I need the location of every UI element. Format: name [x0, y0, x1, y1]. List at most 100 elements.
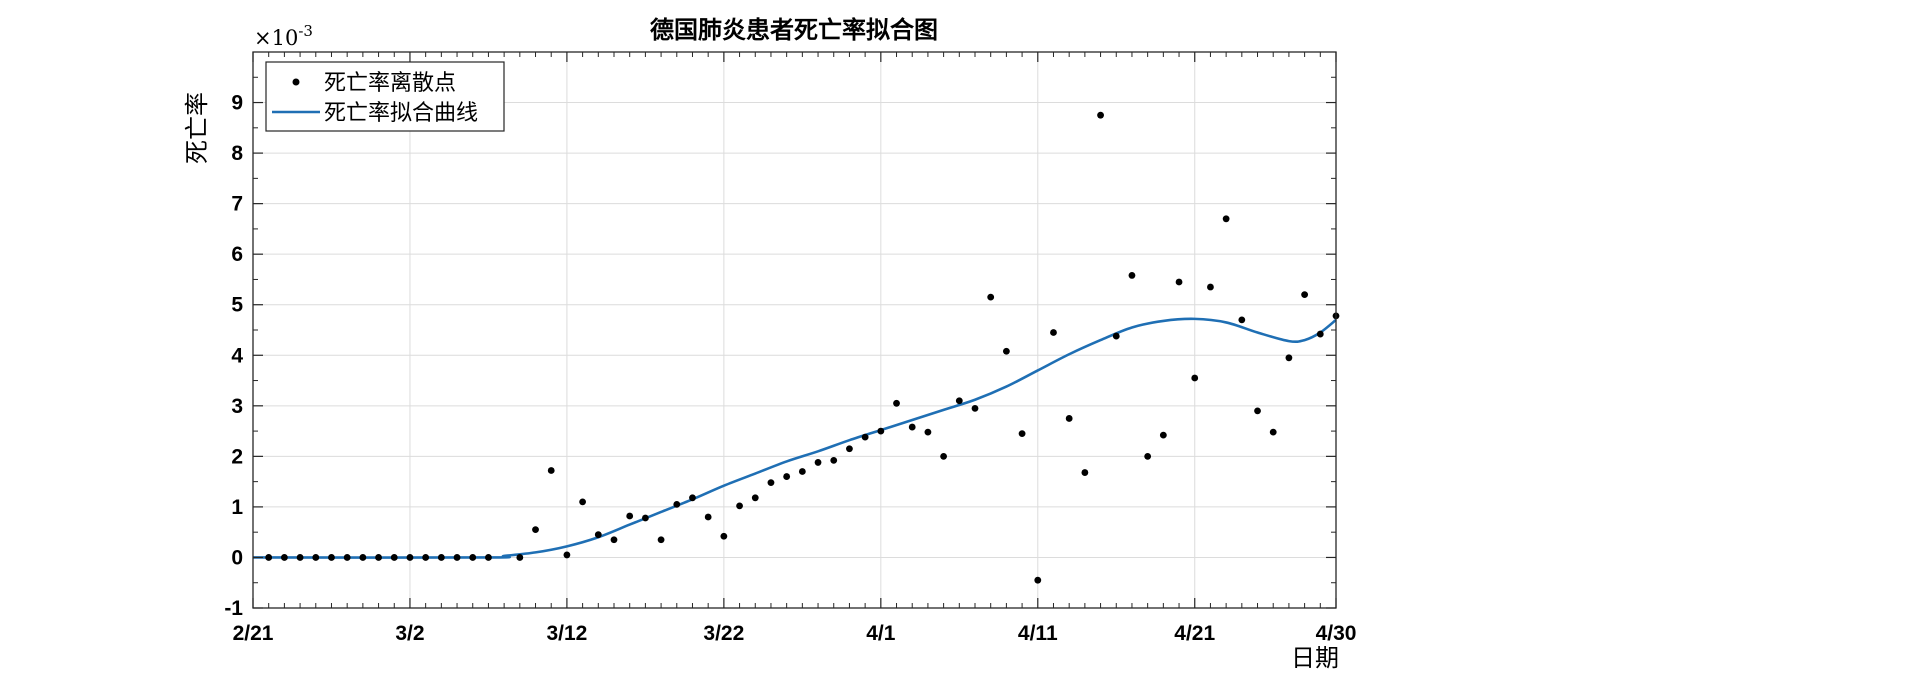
data-point — [814, 459, 822, 466]
data-point — [594, 531, 602, 539]
points-layer — [265, 111, 1340, 584]
data-point — [1002, 347, 1010, 355]
tick-layer — [252, 52, 1337, 609]
data-point — [704, 513, 712, 521]
data-point — [1018, 430, 1026, 438]
x-tick-label: 3/22 — [703, 622, 744, 645]
x-tick-label: 2/21 — [233, 622, 274, 645]
data-point — [877, 427, 885, 435]
x-tick-labels: 2/21 3/2 3/12 3/22 4/1 4/11 4/21 4/30 — [233, 622, 1357, 645]
x-axis-label: 日期 — [1291, 644, 1339, 672]
legend-box — [265, 61, 505, 132]
data-point — [1285, 354, 1293, 362]
data-point — [987, 293, 995, 301]
data-point — [830, 457, 838, 464]
data-point — [1207, 283, 1214, 291]
data-point — [579, 498, 587, 506]
data-point — [1222, 215, 1230, 223]
y-exponent-label: ×10-3 — [254, 22, 313, 50]
data-point — [861, 433, 869, 441]
data-point — [689, 494, 696, 502]
data-point — [532, 526, 539, 534]
x-tick-label: 4/21 — [1174, 622, 1215, 645]
data-point — [563, 551, 571, 559]
y-tick-label: -1 — [224, 597, 243, 620]
data-point — [971, 404, 979, 412]
data-point — [751, 494, 759, 502]
y-tick-label: 6 — [231, 243, 243, 266]
x-tick-label: 4/11 — [1018, 622, 1058, 645]
data-point — [1238, 316, 1246, 324]
y-tick-label: 3 — [231, 395, 243, 418]
y-tick-label: 4 — [231, 344, 243, 367]
data-point — [422, 554, 430, 561]
y-tick-label: 5 — [231, 294, 243, 317]
data-point — [437, 554, 445, 561]
data-point — [1128, 272, 1136, 279]
data-point — [657, 536, 665, 544]
data-point — [1269, 428, 1277, 436]
data-point — [940, 452, 948, 460]
data-point — [846, 445, 853, 453]
data-point — [1175, 278, 1183, 286]
data-point — [798, 468, 806, 475]
data-point — [390, 554, 398, 561]
x-tick-label: 4/1 — [866, 622, 896, 645]
data-point — [1050, 329, 1057, 336]
data-point — [720, 532, 728, 540]
data-point — [1316, 330, 1324, 338]
y-tick-label: 7 — [231, 193, 243, 216]
data-point — [1065, 415, 1073, 422]
data-point — [908, 423, 916, 431]
legend: 死亡率离散点 死亡率拟合曲线 — [265, 61, 505, 132]
data-point — [767, 479, 775, 487]
data-point — [453, 554, 461, 561]
y-tick-label: 1 — [231, 496, 243, 519]
y-tick-label: 9 — [231, 92, 243, 115]
data-point — [1191, 374, 1199, 382]
data-point — [328, 554, 335, 561]
data-point — [783, 473, 791, 480]
data-point — [924, 428, 932, 436]
data-point — [893, 399, 900, 407]
data-point — [736, 502, 743, 510]
fit-curve-line — [252, 317, 1337, 559]
data-point — [1034, 576, 1042, 584]
data-point — [673, 500, 681, 508]
data-point — [469, 554, 477, 561]
y-tick-label: 2 — [231, 445, 243, 468]
legend-dot-marker — [292, 78, 300, 86]
data-point — [296, 554, 304, 561]
x-tick-label: 4/30 — [1316, 622, 1357, 645]
legend-label-curve: 死亡率拟合曲线 — [324, 101, 478, 126]
data-point — [626, 512, 634, 520]
data-point — [1081, 469, 1089, 476]
y-axis-label: 死亡率 — [183, 92, 211, 164]
data-point — [343, 554, 351, 561]
data-point — [547, 467, 555, 474]
data-point — [406, 554, 414, 561]
legend-label-points: 死亡率离散点 — [324, 71, 456, 96]
chart-title: 德国肺炎患者死亡率拟合图 — [650, 15, 938, 44]
y-tick-labels: -1 0 1 2 3 4 5 6 7 8 9 — [224, 92, 243, 620]
data-point — [641, 514, 649, 522]
x-tick-label: 3/12 — [546, 622, 587, 645]
data-point — [265, 554, 273, 561]
data-point — [1097, 111, 1104, 119]
data-point — [1144, 452, 1152, 460]
curve-layer — [252, 317, 1337, 559]
data-point — [312, 554, 320, 561]
data-point — [1112, 332, 1120, 340]
data-point — [1254, 407, 1261, 415]
x-tick-label: 3/2 — [395, 622, 424, 645]
y-tick-label: 0 — [231, 546, 243, 569]
y-tick-label: 8 — [231, 142, 243, 165]
data-point — [516, 554, 524, 561]
data-point — [280, 554, 288, 561]
plot-background — [253, 52, 1336, 608]
data-point — [485, 554, 492, 561]
data-point — [1301, 291, 1309, 299]
data-point — [359, 554, 367, 561]
